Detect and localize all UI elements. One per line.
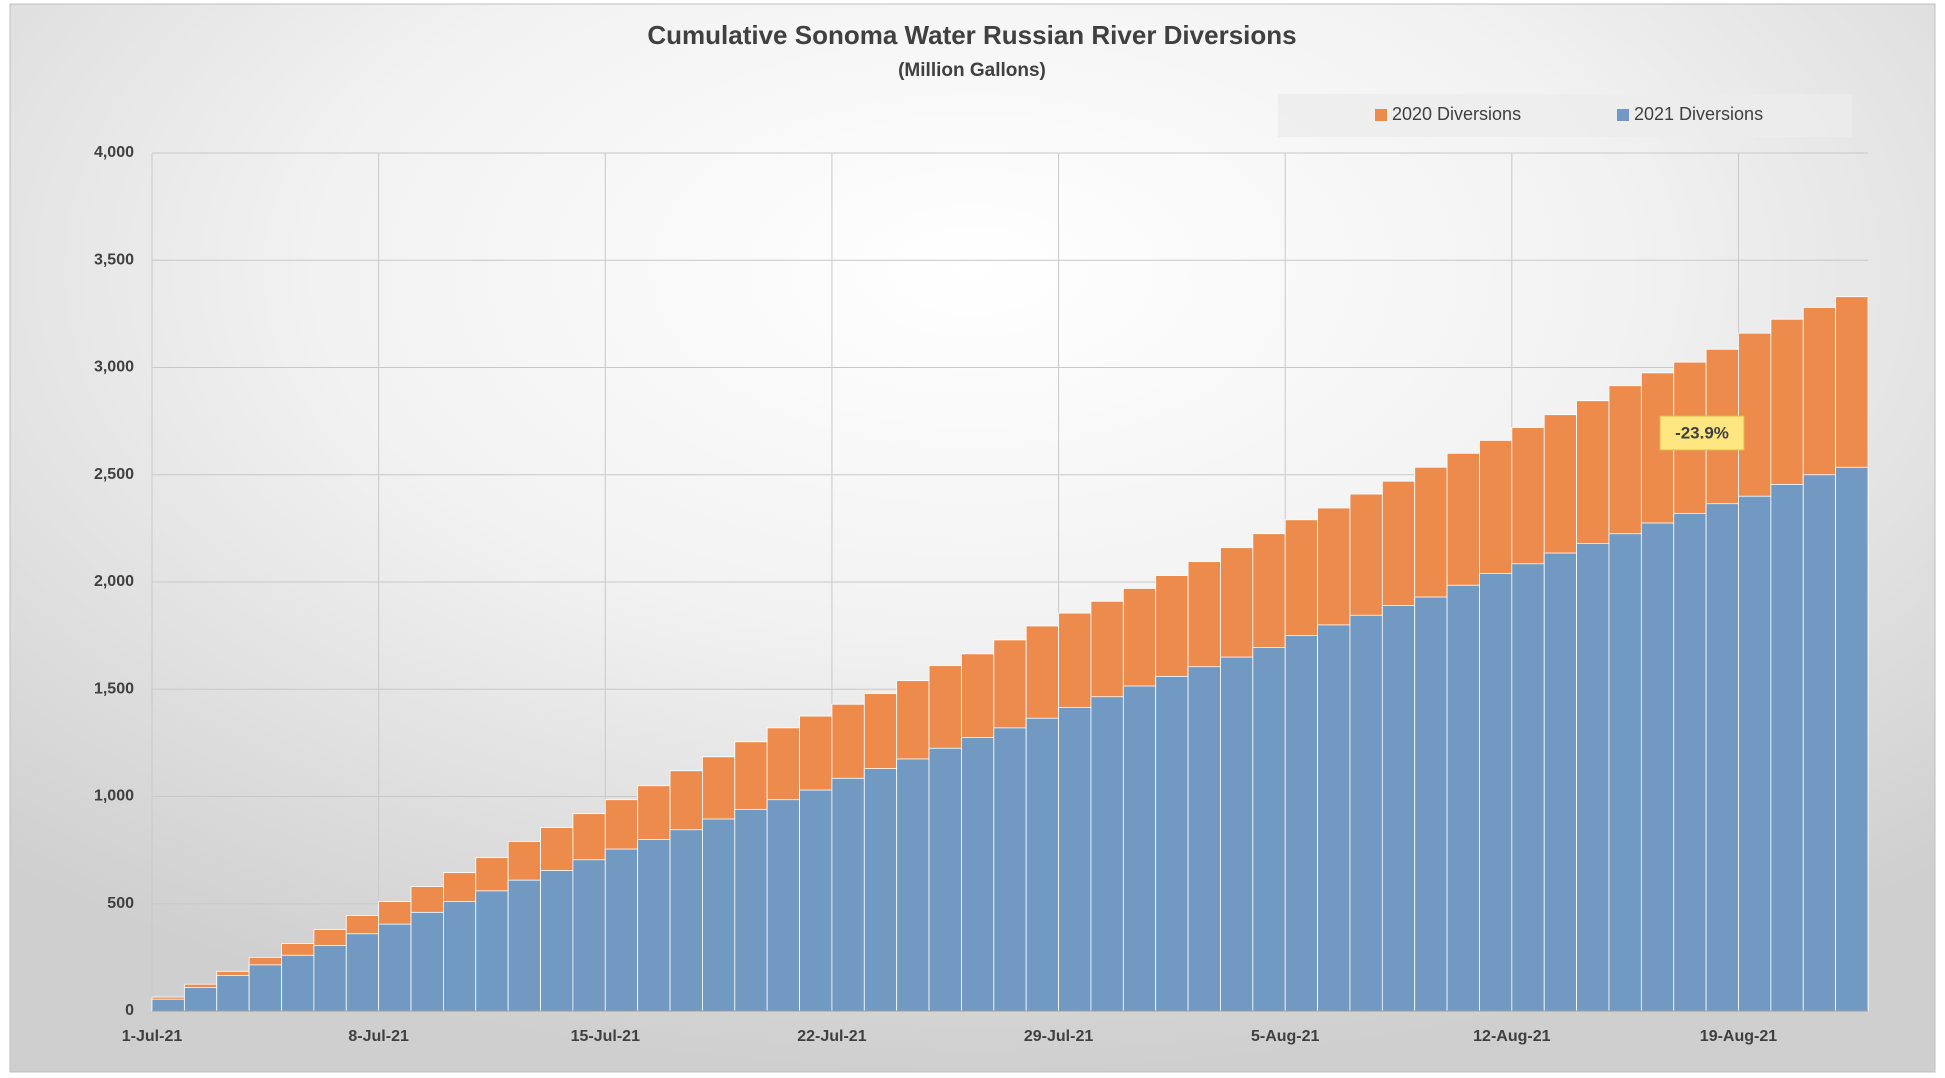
x-tick-label: 8-Jul-21 — [348, 1028, 409, 1045]
annotation: -23.9% — [1675, 423, 1729, 442]
bar — [1511, 563, 1545, 1012]
bar — [1252, 647, 1286, 1012]
legend-label: 2020 Diversions — [1392, 104, 1521, 124]
y-tick-label: 3,500 — [94, 251, 134, 268]
legend-box — [1278, 94, 1852, 137]
bar — [507, 879, 541, 1012]
y-tick-label: 2,500 — [94, 466, 134, 483]
x-tick-label: 1-Jul-21 — [122, 1028, 183, 1045]
bar — [345, 933, 380, 1012]
bar — [1673, 512, 1707, 1012]
bar — [1155, 675, 1189, 1012]
bar — [604, 848, 639, 1012]
bar — [702, 818, 736, 1012]
bar — [1738, 495, 1772, 1012]
bar — [1543, 552, 1578, 1012]
y-tick-label: 3,000 — [94, 359, 134, 376]
bar — [1414, 596, 1448, 1012]
legend-label: 2021 Diversions — [1634, 104, 1763, 124]
bar — [993, 727, 1027, 1012]
bar — [572, 859, 606, 1012]
bar — [1576, 542, 1610, 1012]
legend-swatch — [1375, 109, 1387, 121]
bar — [1349, 614, 1383, 1012]
bar — [1317, 624, 1351, 1012]
bar — [1640, 522, 1675, 1012]
bar — [766, 799, 800, 1012]
bar — [151, 998, 185, 1012]
bar — [637, 839, 671, 1012]
bar — [1479, 573, 1513, 1012]
bar — [1608, 533, 1642, 1012]
bar — [1446, 584, 1480, 1012]
bar — [831, 777, 865, 1012]
x-tick-label: 12-Aug-21 — [1473, 1028, 1550, 1045]
bar — [734, 808, 768, 1012]
bar — [540, 870, 574, 1012]
bar — [1835, 466, 1869, 1012]
legend-swatch — [1617, 109, 1629, 121]
bar — [669, 829, 703, 1012]
bar — [1770, 484, 1804, 1012]
bar — [896, 758, 930, 1012]
y-tick-label: 2,000 — [94, 573, 134, 590]
chart-title: Cumulative Sonoma Water Russian River Di… — [647, 20, 1296, 50]
bar — [928, 747, 962, 1012]
bar — [378, 923, 412, 1012]
y-tick-label: 0 — [125, 1002, 134, 1019]
bar — [281, 954, 315, 1012]
x-tick-label: 5-Aug-21 — [1251, 1028, 1320, 1045]
bar — [1025, 717, 1059, 1012]
bar — [961, 737, 995, 1012]
y-tick-label: 4,000 — [94, 144, 134, 161]
annotation-box — [1659, 415, 1745, 451]
x-tick-label: 19-Aug-21 — [1700, 1028, 1777, 1045]
bar — [1220, 656, 1254, 1012]
y-tick-label: 1,500 — [94, 680, 134, 697]
y-tick-label: 1,000 — [94, 788, 134, 805]
bar — [248, 964, 282, 1012]
bar — [313, 945, 347, 1012]
chart-subtitle: (Million Gallons) — [898, 60, 1046, 81]
bar — [799, 789, 833, 1012]
bar — [863, 768, 898, 1012]
bar — [183, 987, 218, 1012]
bar — [410, 911, 444, 1012]
y-tick-label: 500 — [107, 895, 134, 912]
bar — [442, 901, 477, 1012]
bar — [475, 890, 509, 1012]
bar — [1381, 605, 1416, 1012]
bar — [1122, 685, 1157, 1012]
bar — [216, 975, 250, 1012]
x-tick-label: 22-Jul-21 — [797, 1028, 866, 1045]
bar — [1058, 707, 1092, 1012]
bar — [1705, 503, 1739, 1012]
bar — [1284, 635, 1318, 1012]
x-tick-label: 29-Jul-21 — [1024, 1028, 1093, 1045]
bar — [1090, 696, 1124, 1012]
bar — [1187, 666, 1221, 1012]
x-tick-label: 15-Jul-21 — [571, 1028, 640, 1045]
bar — [1802, 474, 1837, 1012]
